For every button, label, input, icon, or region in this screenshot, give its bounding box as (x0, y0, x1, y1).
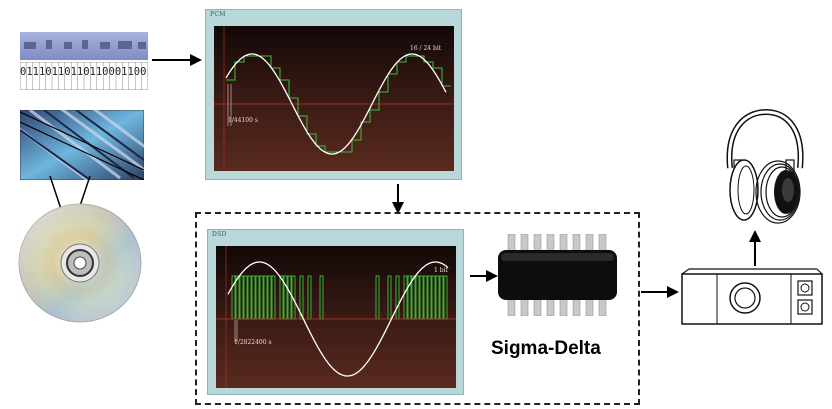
pcm-sample-period: 1/44100 s (228, 117, 258, 124)
headphones-icon (726, 108, 804, 224)
dsd-conversion-group (195, 212, 640, 405)
sigma-delta-label: Sigma-Delta (491, 338, 601, 359)
binary-digits: 01110110110110001100 (20, 66, 147, 78)
pcm-bit-depth: 16 / 24 bit (410, 45, 442, 52)
cd-disc-icon (18, 203, 142, 323)
dsd-bit-depth: 1 bit (434, 267, 448, 274)
arrow-to-dac (641, 286, 679, 298)
dsd-analog-signal (227, 261, 449, 377)
arrow-to-headphones (749, 230, 761, 266)
dsd-waveform-plot: 1 bit 1/2822400 s (216, 246, 456, 388)
arrow-to-pcm (152, 54, 202, 66)
bit-cells-grid (20, 62, 148, 90)
dsd-label: DSD (212, 231, 227, 238)
arrow-to-dsd (392, 184, 404, 214)
dsd-sample-period: 1/2822400 s (234, 339, 272, 346)
dac-amplifier-icon (681, 268, 823, 325)
arrow-to-chip (470, 270, 498, 282)
sigma-delta-chip-icon (498, 234, 617, 316)
binary-data-strip: 01110110110110001100 (20, 32, 148, 92)
disc-surface-closeup (20, 110, 144, 180)
dsd-oscilloscope-screen: DSD 1 bit 1/2822400 s (207, 229, 464, 395)
pcm-oscilloscope-screen: PCM 16 / 24 bit 1/44100 s (205, 9, 462, 180)
pcm-analog-signal (225, 53, 447, 155)
data-track-graphic (20, 32, 148, 60)
pcm-waveform-plot: 16 / 24 bit 1/44100 s (214, 26, 454, 171)
pcm-sample-steps (226, 55, 451, 153)
pcm-label: PCM (210, 11, 226, 18)
